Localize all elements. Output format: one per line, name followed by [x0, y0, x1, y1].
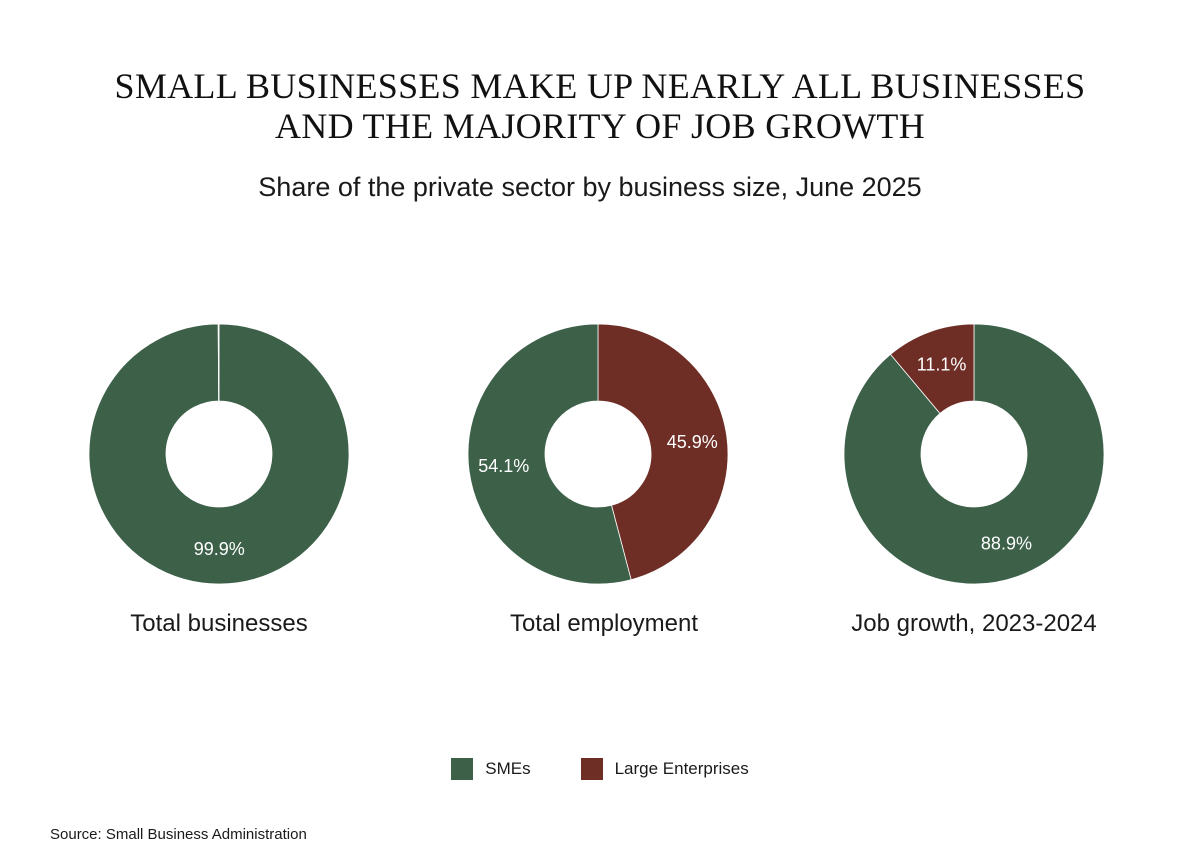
slice-label-smes: 54.1%	[478, 456, 529, 476]
slice-large-enterprises	[889, 323, 975, 414]
slice-large-enterprises	[217, 323, 220, 402]
chart-title-line-1: SMALL BUSINESSES MAKE UP NEARLY ALL BUSI…	[114, 66, 1086, 106]
slice-label-smes: 99.9%	[194, 539, 245, 559]
legend-item-large-enterprises: Large Enterprises	[580, 758, 749, 780]
donut-title-total-businesses: Total businesses	[130, 610, 308, 637]
donut-title-job-growth: Job growth, 2023-2024	[851, 610, 1097, 637]
legend-label-large-enterprises: Large Enterprises	[614, 759, 749, 778]
slice-label-smes: 88.9%	[981, 533, 1032, 553]
chart-subtitle: Share of the private sector by business …	[258, 172, 922, 202]
donut-title-total-employment: Total employment	[509, 610, 699, 637]
legend-swatch-large-enterprises	[580, 758, 603, 780]
donut-total-employment: 45.9% 54.1%	[467, 323, 729, 585]
slice-label-large-enterprises: 11.1%	[917, 355, 967, 375]
slice-smes	[843, 323, 1105, 585]
slice-smes	[88, 323, 350, 585]
legend-swatch-smes	[451, 758, 474, 780]
chart-title-line-2: AND THE MAJORITY OF JOB GROWTH	[274, 106, 925, 146]
chart-title: SMALL BUSINESSES MAKE UP NEARLY ALL BUSI…	[0, 66, 1200, 146]
donut-total-businesses: 99.9%	[88, 323, 350, 585]
slice-label-large-enterprises: 45.9%	[667, 432, 718, 452]
legend-item-smes: SMEs	[451, 758, 531, 780]
slice-large-enterprises	[597, 323, 729, 581]
slice-smes	[467, 323, 632, 585]
source-note: Source: Small Business Administration	[50, 826, 307, 843]
legend: SMEs Large Enterprises	[0, 758, 1200, 780]
donut-job-growth-2023-2024: 88.9% 11.1%	[843, 323, 1105, 585]
legend-label-smes: SMEs	[485, 759, 531, 778]
